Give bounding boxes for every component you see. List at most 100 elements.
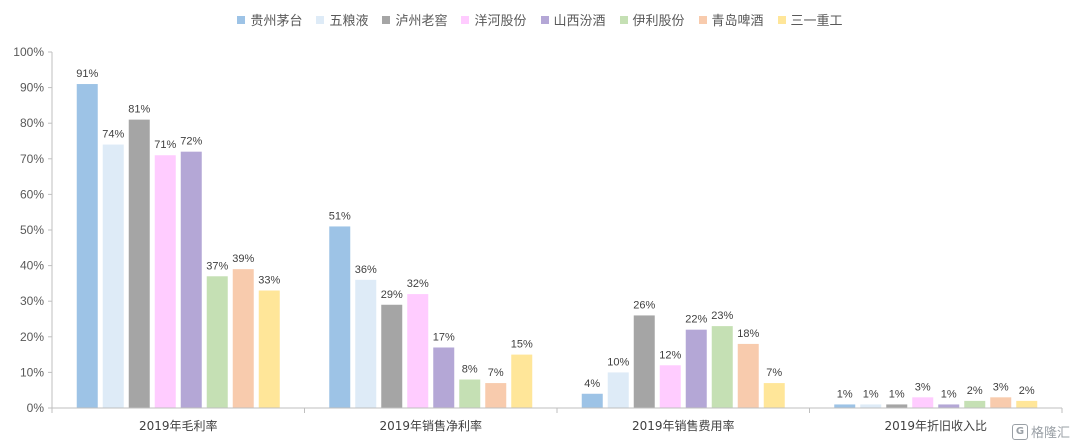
y-tick-label: 20% [20, 330, 44, 344]
bar [912, 397, 934, 408]
bar [860, 404, 882, 408]
legend-item: 泸州老窖 [382, 10, 447, 29]
bar-data-label: 3% [915, 381, 931, 393]
bar-data-label: 15% [511, 339, 533, 351]
bar [154, 155, 176, 408]
legend-label: 贵州茅台 [250, 14, 303, 29]
legend-swatch [461, 15, 470, 24]
bar-data-label: 36% [355, 264, 377, 276]
bar [433, 347, 455, 408]
bar-data-label: 7% [488, 367, 504, 379]
y-tick-label: 70% [20, 152, 44, 166]
bar [102, 144, 124, 408]
bar-data-label: 1% [863, 388, 879, 400]
bar [232, 269, 254, 408]
bar [990, 397, 1012, 408]
legend-label: 伊利股份 [632, 14, 685, 29]
bar-data-label: 22% [685, 314, 707, 326]
bar [381, 304, 403, 408]
legend-swatch [698, 15, 707, 24]
bar [355, 279, 377, 408]
legend-label: 青岛啤酒 [711, 14, 764, 29]
x-tick-label: 2019年销售净利率 [379, 418, 482, 433]
bar [258, 290, 280, 408]
x-tick-label: 2019年销售费用率 [632, 418, 735, 433]
legend-swatch [619, 15, 628, 24]
y-tick-label: 100% [13, 45, 44, 59]
bar-data-label: 8% [462, 364, 478, 376]
bar-data-label: 91% [76, 68, 98, 80]
bar [886, 404, 908, 408]
legend-item: 山西汾酒 [540, 10, 606, 29]
legend-item: 洋河股份 [461, 10, 527, 29]
legend-swatch [382, 15, 391, 24]
bar-data-label: 18% [737, 328, 759, 340]
bar [180, 151, 202, 408]
bar-data-label: 1% [837, 388, 853, 400]
bar [128, 119, 150, 408]
bars: 91% 51% 4% 1% 74% 36% 10% 1% 81% 29% 26% 1% 71% 32% 12… [76, 68, 1038, 408]
bar [329, 226, 351, 408]
bar-data-label: 26% [633, 299, 655, 311]
bar-data-label: 10% [607, 356, 629, 368]
bar [459, 379, 481, 408]
watermark-text: 格隆汇 [1030, 426, 1070, 441]
x-tick-label: 2019年毛利率 [139, 418, 218, 433]
bar-data-label: 17% [433, 331, 455, 343]
legend: 贵州茅台 五粮液 泸州老窖 洋河股份 山西汾酒 伊利股份 青岛啤酒 三一重工 [0, 10, 1080, 29]
bar-data-label: 7% [766, 367, 782, 379]
bar-data-label: 1% [941, 388, 957, 400]
y-tick-label: 90% [20, 81, 44, 95]
bar [834, 404, 856, 408]
bar [685, 329, 707, 408]
legend-item: 伊利股份 [619, 10, 685, 29]
watermark-logo-icon: G [1011, 423, 1028, 440]
bar-data-label: 2% [1019, 385, 1035, 397]
bar-data-label: 39% [232, 253, 254, 265]
bar-data-label: 71% [154, 139, 176, 151]
bar [407, 294, 429, 408]
legend-swatch [777, 15, 786, 24]
bar [607, 372, 629, 408]
bar [659, 365, 681, 408]
legend-item: 五粮液 [316, 10, 368, 29]
bar [581, 393, 603, 408]
bar [633, 315, 655, 408]
bar [737, 343, 759, 408]
legend-label: 三一重工 [790, 14, 843, 29]
bar [763, 383, 785, 408]
y-tick-label: 80% [20, 116, 44, 130]
bar [511, 354, 533, 408]
y-axis: 0% 10% 20% 30% 40% 50% 60% 70% 80% 90% 100% [13, 45, 53, 415]
y-tick-label: 40% [20, 259, 44, 273]
bar [964, 400, 986, 408]
bar-data-label: 81% [128, 104, 150, 116]
legend-label: 山西汾酒 [553, 14, 606, 29]
legend-item: 青岛啤酒 [698, 10, 764, 29]
bar-data-label: 12% [659, 349, 681, 361]
bar [711, 326, 733, 408]
bar [938, 404, 960, 408]
watermark: G 格隆汇 [1011, 422, 1070, 441]
y-tick-label: 0% [27, 401, 45, 415]
bar-data-label: 3% [993, 381, 1009, 393]
y-tick-label: 30% [20, 294, 44, 308]
bar [485, 383, 507, 408]
bar [1016, 400, 1038, 408]
legend-label: 洋河股份 [474, 14, 527, 29]
bar-data-label: 74% [102, 129, 124, 141]
bar-data-label: 23% [711, 310, 733, 322]
bar-data-label: 33% [258, 275, 280, 287]
legend-swatch [237, 15, 246, 24]
bar-data-label: 2% [967, 385, 983, 397]
bar-data-label: 1% [889, 388, 905, 400]
x-tick-label: 2019年折旧收入比 [884, 418, 987, 433]
legend-item: 三一重工 [777, 10, 843, 29]
y-tick-label: 10% [20, 365, 44, 379]
legend-label: 五粮液 [329, 14, 369, 29]
bar [206, 276, 228, 408]
legend-label: 泸州老窖 [395, 14, 448, 29]
legend-swatch [316, 15, 325, 24]
bar [76, 84, 98, 408]
